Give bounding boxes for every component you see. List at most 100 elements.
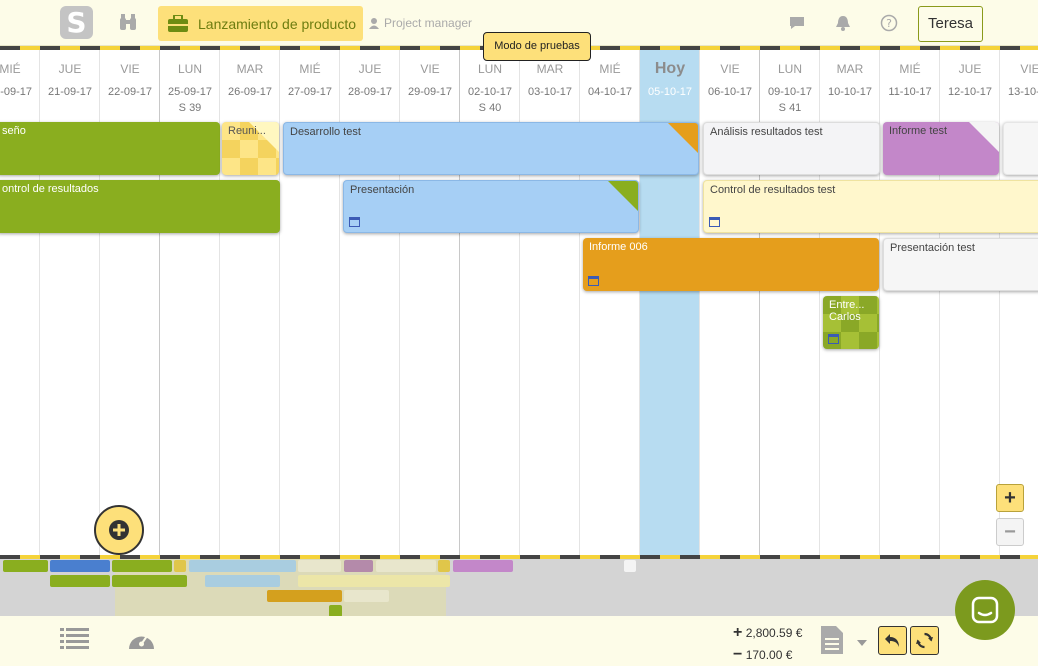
day-column: VIE 06-10-17 xyxy=(699,50,759,555)
task-desarrollo-test[interactable]: Desarrollo test xyxy=(283,122,699,175)
task-label: Desarrollo test xyxy=(290,126,361,138)
day-date: 02-10-17 xyxy=(467,86,513,98)
day-column: MIÉ 27-09-17 xyxy=(279,50,339,555)
day-name: JUE xyxy=(58,62,82,76)
week-number: S 40 xyxy=(478,102,502,114)
task-label: Presentación xyxy=(350,184,415,196)
task-placeholder[interactable] xyxy=(1003,122,1038,175)
day-column: MAR 03-10-17 xyxy=(519,50,579,555)
undo-icon xyxy=(885,634,899,647)
task-presentacion[interactable]: Presentación xyxy=(343,180,639,233)
day-column: VIE 22-09-17 xyxy=(99,50,159,555)
day-date: 06-10-17 xyxy=(707,86,753,98)
chat-icon xyxy=(971,596,999,624)
svg-text:?: ? xyxy=(886,17,892,30)
day-column: MAR 26-09-17 xyxy=(219,50,279,555)
mini-task xyxy=(298,575,450,587)
day-column: VIE 29-09-17 xyxy=(399,50,459,555)
mini-task xyxy=(112,560,172,572)
day-column: LUN 02-10-17 S 40 xyxy=(459,50,519,555)
test-mode-tooltip: Modo de pruebas xyxy=(483,32,591,61)
day-column: LUN 09-10-17 S 41 xyxy=(759,50,819,555)
add-task-button[interactable] xyxy=(94,505,144,555)
day-date: 09-10-17 xyxy=(767,86,813,98)
day-name: MAR xyxy=(836,62,864,76)
gantt-timeline[interactable]: MIÉ 20-09-17 JUE 21-09-17 VIE 22-09-17 LUN 25-0… xyxy=(0,50,1038,555)
day-name: VIE xyxy=(720,62,740,76)
bell-icon[interactable] xyxy=(834,14,852,32)
task-analisis-test[interactable]: Análisis resultados test xyxy=(703,122,880,175)
mini-task xyxy=(50,560,110,572)
day-date: 29-09-17 xyxy=(407,86,453,98)
day-column: JUE 28-09-17 xyxy=(339,50,399,555)
overview-divider xyxy=(0,555,1038,559)
task-entrega-carlos[interactable]: Entre... Carlos xyxy=(823,296,879,349)
task-label: Informe 006 xyxy=(589,241,648,253)
timeline-overview[interactable] xyxy=(0,559,1038,616)
footer-bar: + 2,800.59 € − 170.00 € xyxy=(0,616,1038,663)
task-label: Control de resultados test xyxy=(710,184,836,196)
day-column: LUN 25-09-17 S 39 xyxy=(159,50,219,555)
app-logo[interactable]: S xyxy=(60,6,93,39)
day-name: MAR xyxy=(536,62,564,76)
top-bar: S Lanzamiento de producto Project manage… xyxy=(0,0,1038,46)
day-date: 04-10-17 xyxy=(587,86,633,98)
mini-task xyxy=(298,560,341,572)
project-tab[interactable]: Lanzamiento de producto xyxy=(158,6,363,41)
mini-task xyxy=(50,575,110,587)
chat-support-button[interactable] xyxy=(955,580,1015,640)
budget-totals: + 2,800.59 € − 170.00 € xyxy=(733,624,803,663)
user-icon xyxy=(369,17,379,29)
user-button[interactable]: Teresa xyxy=(918,6,983,42)
day-name: MIÉ xyxy=(599,62,621,76)
refresh-icon xyxy=(916,632,933,649)
help-icon[interactable]: ? xyxy=(880,14,898,32)
zoom-in-button[interactable]: + xyxy=(996,484,1024,512)
mini-task xyxy=(624,560,636,572)
day-column: MAR 10-10-17 xyxy=(819,50,879,555)
mini-task xyxy=(329,605,342,616)
mini-task xyxy=(174,560,186,572)
task-informe-006[interactable]: Informe 006 xyxy=(583,238,879,291)
task-label: Entre... xyxy=(829,299,865,311)
role-label: Project manager xyxy=(369,16,472,30)
day-date: 25-09-17 xyxy=(167,86,213,98)
day-column: MIÉ 20-09-17 xyxy=(0,50,39,555)
day-name: JUE xyxy=(958,62,982,76)
day-column: VIE 13-10-17 xyxy=(999,50,1038,555)
mini-task xyxy=(267,590,342,602)
day-name: LUN xyxy=(777,62,802,76)
chat-bubble-icon[interactable] xyxy=(788,14,806,32)
task-control-resultados-test[interactable]: Control de resultados test xyxy=(703,180,1038,233)
expense-total: 170.00 € xyxy=(745,648,793,662)
zoom-out-button[interactable]: − xyxy=(996,518,1024,546)
day-date: 26-09-17 xyxy=(227,86,273,98)
income-total: 2,800.59 € xyxy=(745,626,803,640)
task-label: seño xyxy=(2,125,26,137)
week-number: S 39 xyxy=(178,102,202,114)
task-control-resultados[interactable]: ontrol de resultados xyxy=(0,180,280,233)
task-label: ontrol de resultados xyxy=(2,183,99,195)
list-icon[interactable] xyxy=(60,627,89,649)
task-diseno[interactable]: seño xyxy=(0,122,220,175)
mini-task xyxy=(344,590,389,602)
day-column: MIÉ 11-10-17 xyxy=(879,50,939,555)
undo-button[interactable] xyxy=(878,626,907,655)
day-date: 12-10-17 xyxy=(947,86,993,98)
day-name: MIÉ xyxy=(0,62,21,76)
mini-task xyxy=(344,560,373,572)
day-name: MAR xyxy=(236,62,264,76)
binoculars-icon[interactable] xyxy=(118,12,138,32)
task-label: Informe test xyxy=(889,125,948,137)
mini-task xyxy=(189,560,296,572)
task-label: Presentación test xyxy=(890,242,975,254)
briefcase-icon xyxy=(168,15,188,32)
chevron-down-icon[interactable] xyxy=(857,640,867,646)
dashboard-gauge-icon[interactable] xyxy=(127,627,156,651)
day-name: Hoy xyxy=(654,60,686,77)
task-presentacion-test[interactable]: Presentación test xyxy=(883,238,1038,291)
document-icon[interactable] xyxy=(821,626,843,654)
refresh-button[interactable] xyxy=(910,626,939,655)
task-informe-test[interactable]: Informe test xyxy=(883,122,999,175)
task-reunion[interactable]: Reuni... xyxy=(222,122,279,175)
